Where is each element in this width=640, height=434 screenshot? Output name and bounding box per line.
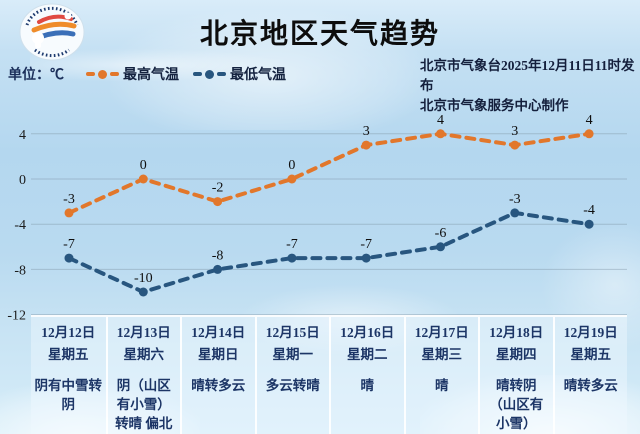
low-temp-value-label: -6 [435, 226, 447, 241]
y-axis-tick-label: -8 [14, 263, 26, 278]
forecast-date: 12月12日 [41, 325, 96, 340]
high-temp-value-label: 0 [140, 158, 147, 173]
forecast-day-column: 12月18日 星期四晴转阴（山区有小雪） [478, 317, 553, 434]
forecast-weekday: 星期四 [496, 347, 537, 362]
forecast-date: 12月16日 [340, 325, 395, 340]
low-temp-value-label: -8 [212, 248, 224, 263]
y-axis-tick-label: -4 [14, 218, 26, 233]
forecast-day-column: 12月12日 星期五阴有中雪转阴 [31, 317, 106, 434]
legend-label: 最低气温 [230, 68, 286, 83]
low-temp-value-label: -3 [509, 192, 521, 207]
forecast-day-column: 12月19日 星期五晴转多云 [552, 317, 628, 434]
forecast-weekday: 星期三 [421, 347, 463, 362]
beijing-meteorological-service-logo [19, 3, 85, 61]
high-temp-value-label: 0 [288, 158, 295, 173]
forecast-date: 12月17日 [414, 325, 469, 340]
low-temp-value-label: -10 [134, 271, 153, 286]
page-title: 北京地区天气趋势 [199, 19, 440, 50]
forecast-day-column: 12月14日 星期日晴转多云 [180, 317, 255, 434]
low-temp-marker-icon [193, 69, 226, 79]
forecast-weekday: 星期五 [48, 347, 89, 362]
high-temp-line [67, 131, 592, 215]
forecast-weekday: 星期日 [198, 347, 239, 362]
low-temp-point [64, 253, 74, 263]
legend-item-low-temp: 最低气温 [193, 64, 286, 84]
high-temp-point [64, 208, 74, 218]
low-temp-point [584, 219, 594, 229]
forecast-date: 12月13日 [116, 325, 171, 340]
low-temp-point [436, 242, 445, 252]
low-temp-value-label: -7 [286, 237, 298, 252]
forecast-weather: 晴转多云 [191, 378, 246, 393]
legend-label: 最高气温 [123, 68, 179, 83]
low-temp-value-label: -7 [360, 237, 372, 252]
forecast-weather: 阴有中雪转阴 [34, 378, 103, 412]
unit-label: 单位：℃ [8, 68, 64, 83]
y-axis-tick-label: 4 [19, 128, 26, 143]
forecast-date: 12月15日 [265, 325, 320, 340]
high-temp-value-label: 3 [363, 124, 370, 139]
high-temp-point [138, 174, 148, 184]
high-temp-value-label: -3 [63, 192, 75, 207]
high-temp-point [436, 129, 445, 139]
forecast-weather: 多云转晴 [265, 378, 320, 393]
forecast-weather: 晴 [435, 378, 449, 393]
high-temp-point [213, 197, 223, 207]
high-temp-point [510, 140, 520, 150]
forecast-weather: 阴（山区有小雪）转晴 偏北风3级左右 阵风5、6级 [115, 378, 173, 431]
forecast-weather: 晴转多云 [563, 378, 618, 393]
high-temp-point [287, 174, 297, 184]
issued-info: 北京市气象台2025年12月11日11时发布 北京市气象服务中心制作 [420, 56, 635, 116]
legend-item-high-temp: 最高气温 [86, 64, 179, 84]
forecast-weekday: 星期二 [347, 347, 388, 362]
low-temp-line [67, 210, 592, 294]
forecast-date: 12月19日 [563, 325, 618, 340]
high-temp-value-label: 3 [511, 124, 518, 139]
forecast-date: 12月14日 [191, 325, 246, 340]
y-axis-tick-label: -12 [7, 309, 26, 324]
low-temp-value-label: -4 [583, 203, 595, 218]
low-temp-point [361, 253, 371, 263]
forecast-weekday: 星期六 [123, 347, 165, 362]
meta-row: 单位：℃ 最高气温 最低气温 [8, 64, 632, 86]
high-temp-point [361, 140, 371, 150]
low-temp-value-label: -7 [63, 237, 75, 252]
issued-line2: 北京市气象服务中心制作 [420, 98, 569, 113]
forecast-day-column: 12月16日 星期二晴 [329, 317, 404, 434]
forecast-day-column: 12月17日 星期三晴 [403, 317, 479, 434]
chart-legend: 最高气温 最低气温 [86, 64, 286, 84]
y-axis-tick-label: 0 [19, 173, 26, 188]
forecast-weekday: 星期一 [272, 347, 314, 362]
low-temp-point [510, 208, 520, 218]
high-temp-value-label: -2 [212, 181, 224, 196]
forecast-day-column: 12月15日 星期一多云转晴 [254, 317, 330, 434]
low-temp-point [287, 253, 297, 263]
low-temp-point [138, 287, 148, 297]
issued-line1: 北京市气象台2025年12月11日11时发布 [420, 58, 635, 93]
forecast-weekday: 星期五 [570, 347, 612, 362]
forecast-weather: 晴转阴（山区有小雪） [489, 378, 544, 431]
forecast-weather: 晴 [360, 378, 375, 393]
forecast-date: 12月18日 [489, 325, 544, 340]
high-temp-marker-icon [86, 69, 119, 79]
high-temp-point [584, 129, 594, 139]
low-temp-point [213, 264, 223, 274]
